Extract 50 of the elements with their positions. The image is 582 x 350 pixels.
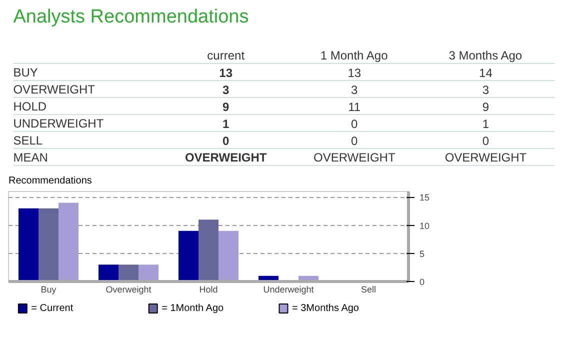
text: OVERWEIGHT <box>184 150 268 164</box>
text: MEAN <box>13 150 48 164</box>
data-label: 13 <box>219 66 233 80</box>
data-label: 11 <box>348 100 361 114</box>
legend-label: = Current <box>31 303 74 314</box>
category-label: BUY <box>13 66 38 80</box>
data-label: 3 <box>222 83 230 97</box>
bar <box>198 220 218 282</box>
bar <box>58 202 78 282</box>
data-label: 3 <box>351 83 358 97</box>
data-label: 9 <box>222 100 230 114</box>
x-tick-label: Sell <box>360 284 376 294</box>
bar <box>138 264 158 282</box>
y-tick-label: 5 <box>420 248 425 259</box>
y-tick-label: 15 <box>420 192 430 203</box>
data-label: 0 <box>351 117 358 131</box>
x-tick-label: Overweight <box>106 284 152 294</box>
category-label: OVERWEIGHT <box>13 82 96 96</box>
data-label: 0 <box>351 134 358 148</box>
text: OVERWEIGHT <box>444 150 528 164</box>
data-label: 13 <box>348 66 362 80</box>
bar <box>178 230 198 282</box>
data-label: 0 <box>482 134 490 148</box>
chart-title: Recommendations <box>8 176 92 186</box>
legend-label: = 1Month Ago <box>162 303 224 314</box>
x-tick-label: Buy <box>40 284 57 294</box>
bar <box>98 264 118 282</box>
data-label: 3 <box>482 83 490 97</box>
legend-label: = 3Months Ago <box>292 303 360 314</box>
data-label: 1 <box>222 117 230 131</box>
y-tick-label: 0 <box>420 277 425 287</box>
text: current <box>207 48 246 62</box>
bar <box>38 208 58 282</box>
category-label: SELL <box>13 134 43 148</box>
category-label: UNDERWEIGHT <box>13 116 104 130</box>
data-label: 9 <box>482 100 490 114</box>
x-tick-label: Hold <box>199 284 218 294</box>
text: Analysts Recommendations <box>13 6 249 28</box>
data-label: 0 <box>222 134 230 148</box>
x-tick-label: Underweight <box>263 284 314 294</box>
category-label: HOLD <box>13 100 47 114</box>
y-tick-label: 10 <box>420 220 430 231</box>
bar <box>118 264 138 282</box>
text: OVERWEIGHT <box>313 150 396 164</box>
data-label: 14 <box>479 66 493 80</box>
bar <box>18 208 38 282</box>
data-label: 1 <box>482 117 490 131</box>
text: 3 Months Ago <box>448 48 522 62</box>
bar <box>218 230 238 282</box>
text: 1 Month Ago <box>320 48 388 62</box>
